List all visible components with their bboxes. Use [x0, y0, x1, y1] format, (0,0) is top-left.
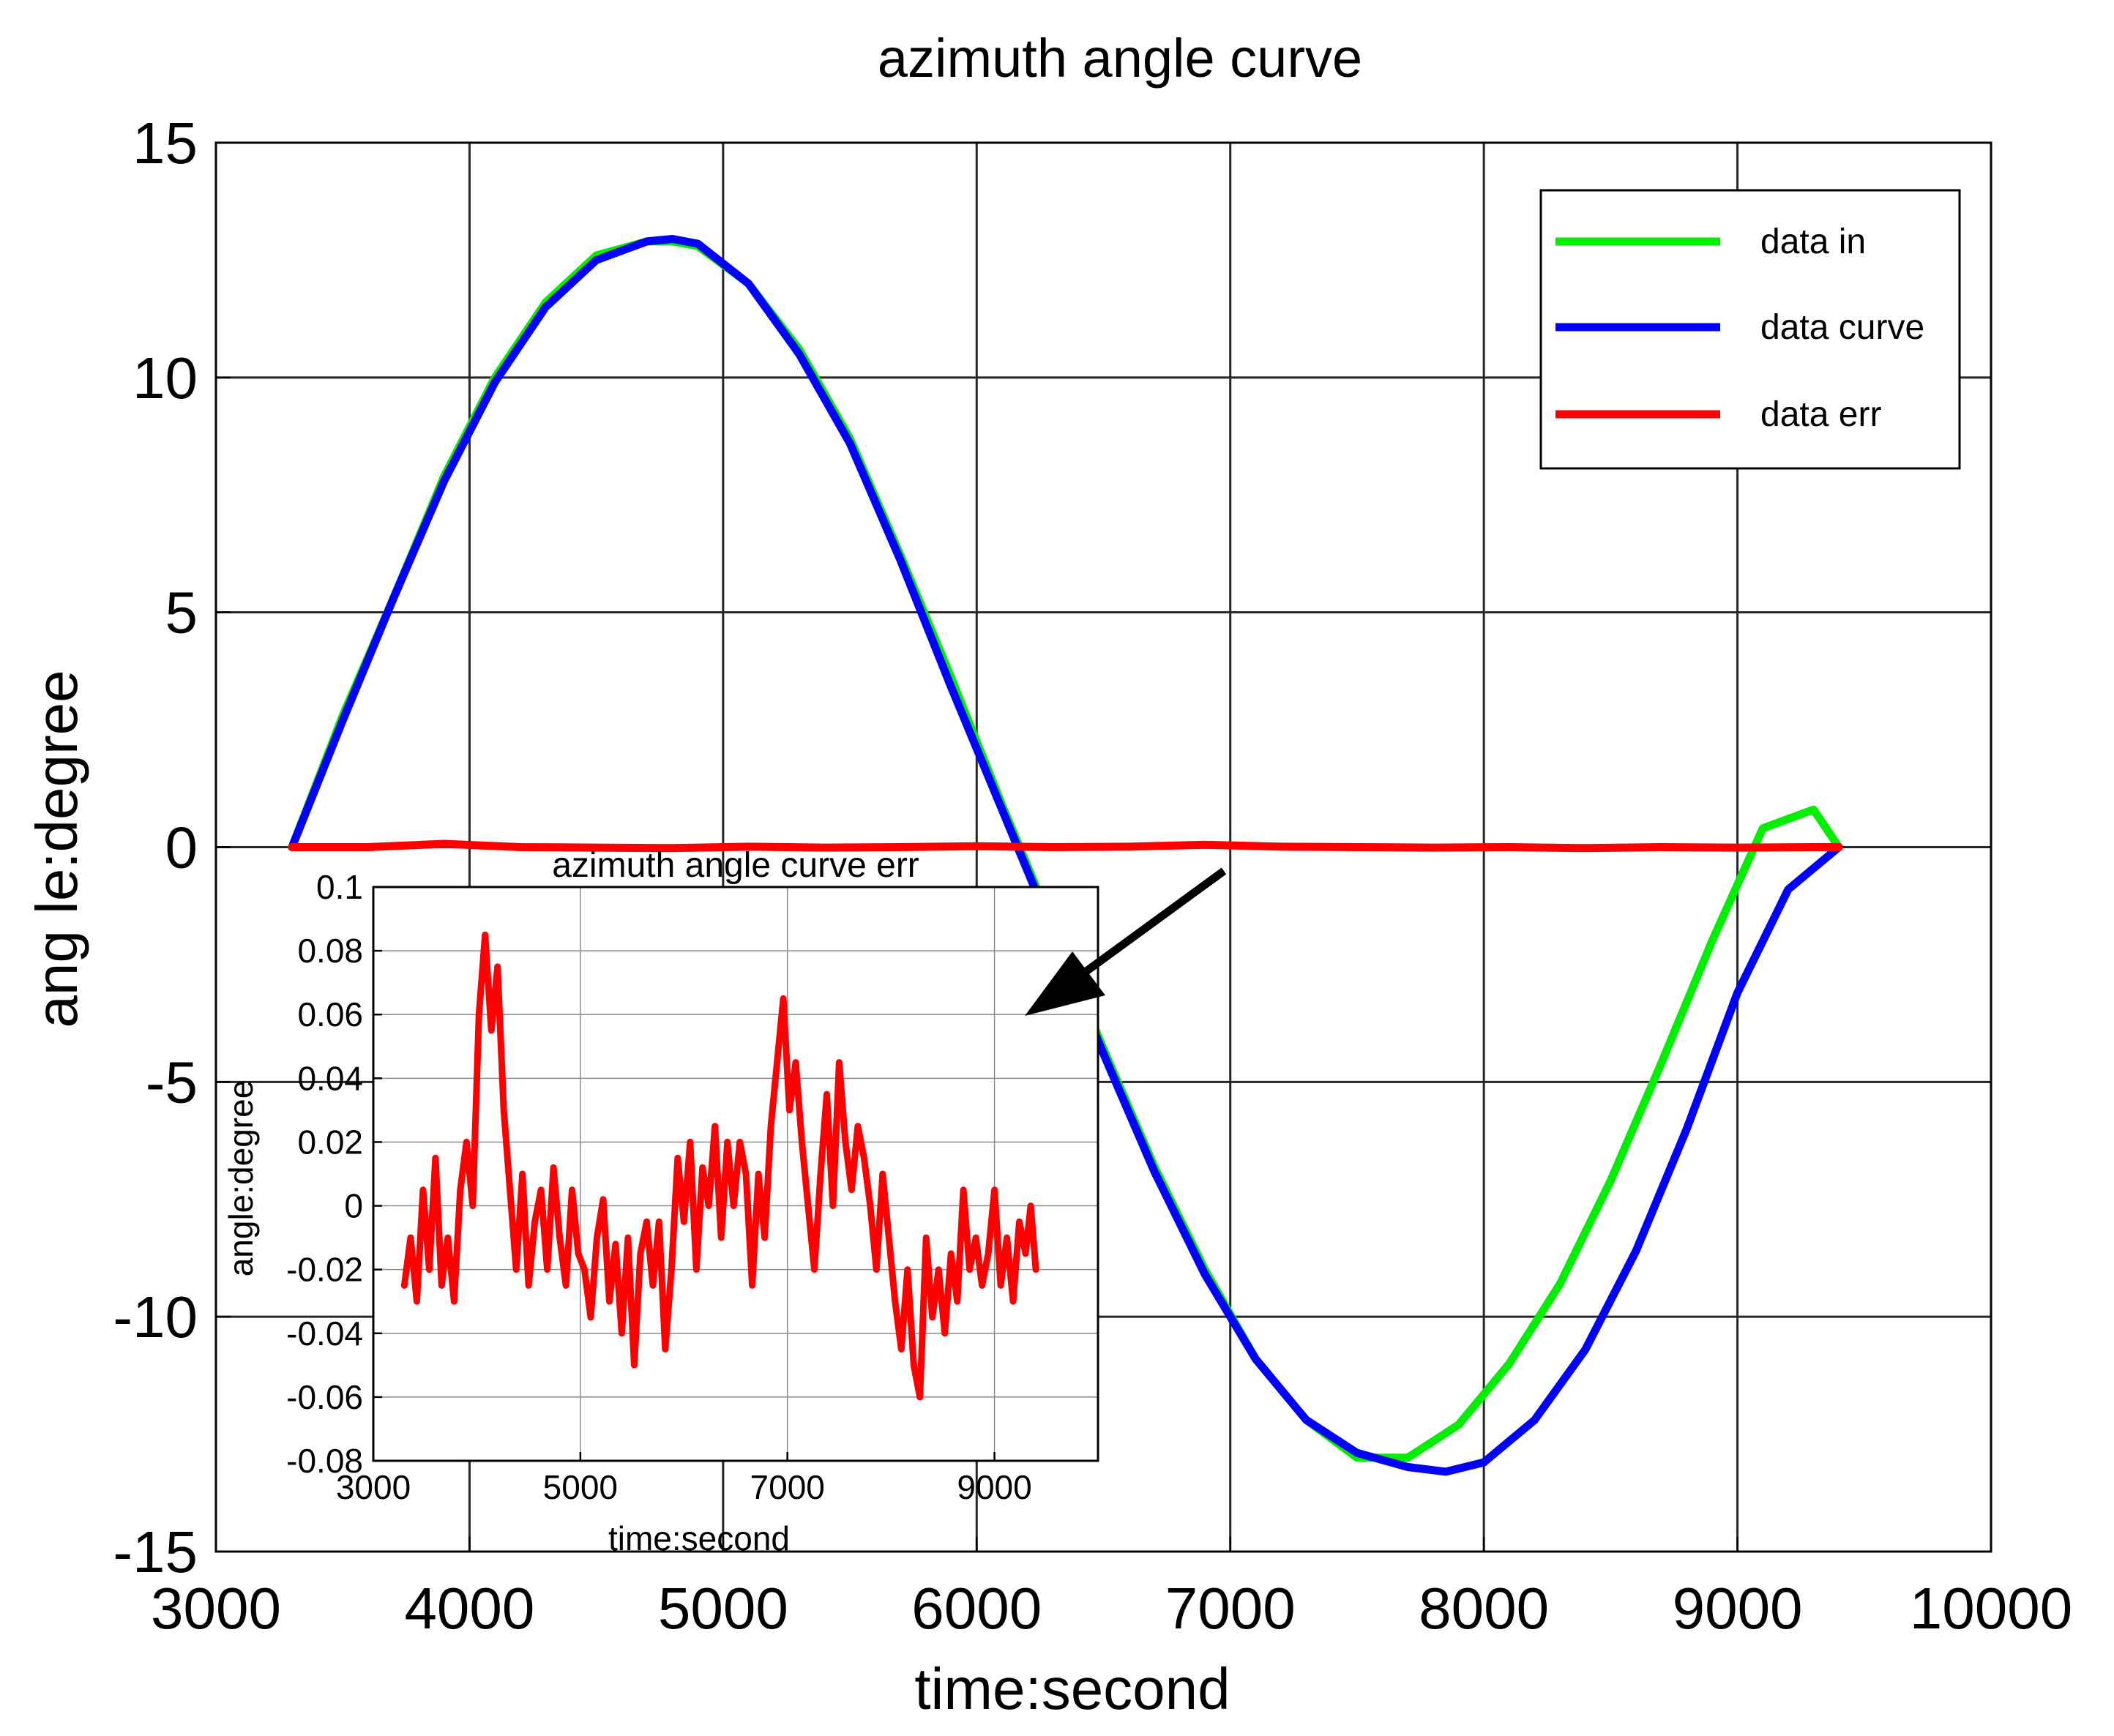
inset-x-ticks: 3000 5000 7000 9000 — [336, 1452, 1032, 1506]
inset-y-axis-label: angle:degree — [222, 1080, 260, 1277]
main-x-tick-label: 4000 — [404, 1576, 534, 1641]
main-y-tick-label: 10 — [132, 345, 198, 411]
main-y-tick-label: -10 — [113, 1284, 198, 1350]
inset-plot-frame — [372, 886, 1099, 1462]
main-x-tick-label: 6000 — [911, 1576, 1042, 1641]
main-y-axis-label: ang le:degree — [24, 670, 89, 1028]
inset-y-tick-label: 0.1 — [316, 868, 363, 906]
main-x-tick-label: 5000 — [658, 1576, 788, 1641]
inset-y-tick-label: -0.04 — [286, 1314, 363, 1352]
inset-y-tick-label: 0.08 — [297, 932, 363, 970]
legend-label-data-curve: data curve — [1760, 308, 1924, 347]
annotation-arrow — [1025, 867, 1227, 1016]
inset-y-tick-label: 0.06 — [297, 995, 363, 1033]
inset-x-tick-label: 7000 — [750, 1468, 825, 1506]
main-x-tick-label: 7000 — [1165, 1576, 1296, 1641]
main-x-tick-label: 3000 — [151, 1576, 281, 1641]
inset-y-tick-label: 0 — [344, 1187, 363, 1225]
main-x-tick-label: 8000 — [1419, 1576, 1549, 1641]
legend-label-data-err: data err — [1760, 395, 1881, 434]
inset-y-tick-label: 0.02 — [297, 1123, 363, 1161]
inset-x-axis-label: time:second — [608, 1519, 790, 1557]
arrow-shaft — [1080, 867, 1227, 977]
inset-y-ticks: 0.1 0.08 0.06 0.04 0.02 0 -0.02 -0.04 -0.06 -0.08 — [286, 868, 382, 1480]
inset-title: azimuth angle curve err — [552, 846, 919, 885]
inset-series-data-err — [400, 931, 1039, 1401]
inset-series-group — [400, 931, 1039, 1401]
main-y-tick-label: 15 — [132, 111, 198, 176]
inset-chart: azimuth angle curve err 3000 5000 7000 9000… — [222, 846, 1099, 1557]
inset-x-tick-label: 9000 — [957, 1468, 1031, 1506]
main-x-tick-label: 10000 — [1910, 1576, 2072, 1641]
inset-y-tick-label: -0.02 — [286, 1251, 363, 1289]
main-y-tick-label: 5 — [165, 580, 198, 646]
main-y-tick-label: -15 — [113, 1519, 198, 1585]
main-title: azimuth angle curve — [878, 28, 1362, 89]
main-x-axis-label: time:second — [914, 1656, 1230, 1721]
main-y-ticks: 15 10 5 0 -5 -10 -15 — [113, 111, 231, 1585]
main-y-tick-label: -5 — [146, 1050, 198, 1115]
main-series-data-err — [288, 839, 1843, 853]
inset-x-tick-label: 5000 — [543, 1468, 618, 1506]
main-y-tick-label: 0 — [165, 815, 198, 880]
arrow-head — [1025, 951, 1105, 1016]
legend: data in data curve data err — [1539, 189, 1961, 470]
legend-label-data-in: data in — [1760, 222, 1866, 261]
main-x-ticks: 3000 4000 5000 6000 7000 8000 9000 10000 — [151, 1537, 2072, 1641]
main-x-tick-label: 9000 — [1673, 1576, 1803, 1641]
inset-x-tick-label: 3000 — [336, 1468, 411, 1506]
inset-y-tick-label: 0.04 — [297, 1059, 363, 1097]
inset-y-tick-label: -0.08 — [286, 1442, 363, 1480]
inset-y-tick-label: -0.06 — [286, 1378, 363, 1416]
